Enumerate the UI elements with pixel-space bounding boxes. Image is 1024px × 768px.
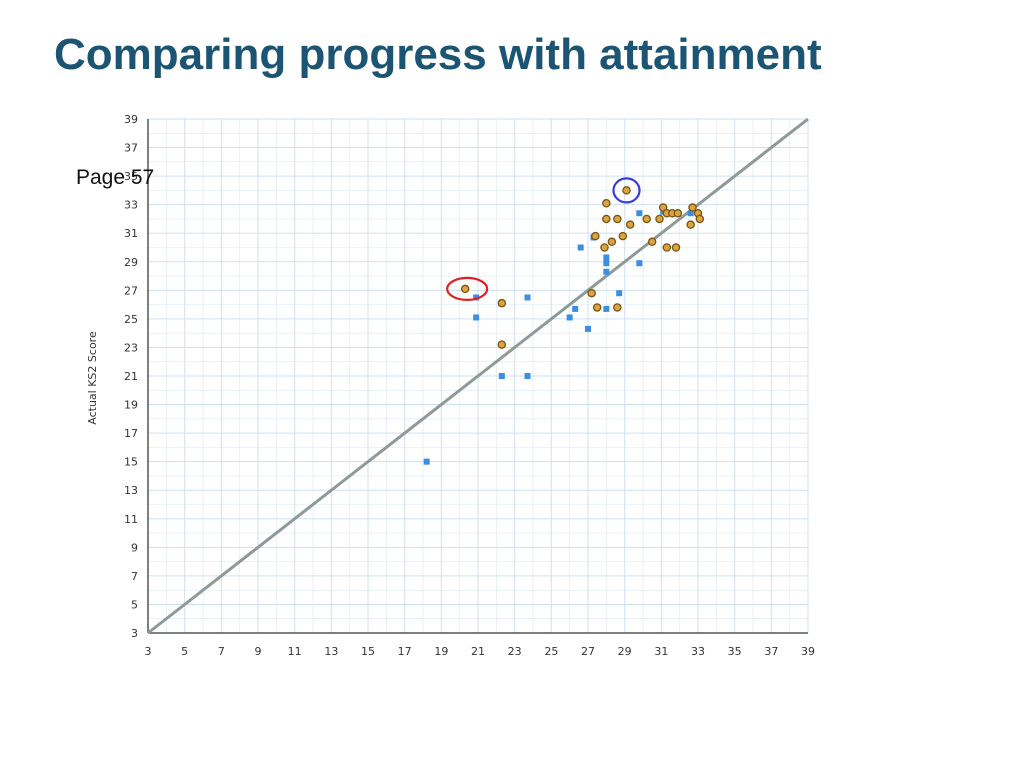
data-point-square	[524, 294, 531, 301]
y-tick-label: 29	[124, 256, 138, 269]
data-point-circle	[592, 303, 602, 312]
y-tick-label: 15	[124, 456, 138, 469]
chart-axes	[147, 119, 808, 634]
data-point-circle	[587, 288, 596, 298]
x-tick-label: 25	[544, 645, 558, 658]
x-tick-label: 3	[145, 645, 152, 658]
data-point-circle	[497, 340, 507, 349]
x-tick-label: 23	[508, 645, 522, 658]
data-point-square	[603, 254, 610, 261]
chart-grid	[147, 118, 809, 634]
data-point-circle	[602, 214, 611, 224]
x-tick-label: 9	[255, 645, 262, 658]
data-point-square	[603, 268, 610, 275]
x-tick-label: 15	[361, 645, 375, 658]
x-tick-label: 7	[218, 645, 225, 658]
y-tick-label: 31	[124, 227, 138, 240]
x-tick-label: 31	[654, 645, 668, 658]
data-point-circle	[613, 214, 622, 224]
data-point-circle	[688, 203, 697, 212]
y-axis-label: Actual KS2 Score	[86, 331, 99, 425]
y-tick-label: 33	[124, 199, 138, 212]
data-point-square	[636, 260, 643, 267]
x-tick-label: 37	[764, 645, 778, 658]
data-point-circle	[647, 237, 657, 247]
x-tick-label: 19	[434, 645, 448, 658]
y-tick-label: 11	[124, 513, 138, 526]
data-point-square	[473, 314, 480, 321]
data-point-square	[603, 260, 610, 267]
data-point-square	[566, 314, 573, 321]
y-tick-label: 19	[124, 399, 138, 412]
reference-diagonal-line	[147, 117, 809, 635]
data-point-circle	[613, 303, 622, 312]
y-tick-label: 3	[131, 627, 138, 640]
data-point-square	[687, 210, 694, 217]
y-tick-label: 27	[124, 284, 138, 297]
slide-title: Comparing progress with attainment	[54, 30, 822, 79]
data-point-circle	[642, 214, 651, 224]
y-tick-label: 37	[124, 142, 138, 155]
x-tick-label: 29	[618, 645, 632, 658]
data-point-square	[603, 305, 610, 312]
data-point-circle	[607, 237, 617, 247]
y-tick-label: 9	[131, 541, 138, 554]
data-point-square	[524, 373, 531, 379]
chart-points	[423, 186, 705, 465]
x-tick-label: 11	[288, 645, 302, 658]
x-tick-label: 21	[471, 645, 485, 658]
y-tick-label: 23	[124, 341, 138, 354]
data-point-square	[473, 294, 480, 301]
x-tick-label: 5	[181, 645, 188, 658]
y-tick-label: 21	[124, 370, 138, 383]
data-point-circle	[686, 220, 695, 229]
x-tick-label: 13	[324, 645, 338, 658]
data-point-circle	[655, 214, 664, 224]
x-tick-label: 33	[691, 645, 705, 658]
data-point-circle	[591, 231, 600, 241]
x-tick-label: 39	[801, 645, 815, 658]
y-tick-label: 5	[131, 598, 138, 611]
data-point-circle	[695, 214, 705, 224]
x-tick-label: 35	[728, 645, 742, 658]
page-label: Page 57	[76, 166, 155, 189]
chart-tick-labels: 3 5 7 9 11 13 15 17 19 21 23 25 27 29 31 33 35 37 39357911…	[124, 113, 815, 658]
data-point-square	[577, 244, 584, 251]
data-point-circle	[460, 284, 470, 294]
chart-highlights	[446, 177, 641, 302]
data-point-square	[636, 210, 643, 217]
y-tick-label: 25	[124, 313, 138, 326]
data-point-circle	[673, 208, 683, 218]
data-point-circle	[622, 186, 631, 195]
y-tick-label: 13	[124, 484, 138, 497]
x-tick-label: 27	[581, 645, 595, 658]
data-point-circle	[600, 243, 609, 252]
data-point-square	[616, 290, 623, 297]
y-tick-label: 7	[131, 570, 138, 583]
y-tick-label: 35	[124, 170, 138, 183]
data-point-circle	[497, 298, 507, 308]
data-point-circle	[625, 220, 635, 229]
data-point-square	[572, 305, 579, 312]
data-point-circle	[602, 198, 611, 208]
highlight-circle-red	[446, 276, 489, 302]
data-point-square	[498, 373, 505, 379]
y-tick-label: 17	[124, 427, 138, 440]
x-tick-label: 17	[398, 645, 412, 658]
y-tick-label: 39	[124, 113, 138, 126]
highlight-circle-blue	[612, 177, 641, 204]
data-point-square	[423, 458, 430, 465]
data-point-circle	[662, 243, 672, 252]
data-point-circle	[618, 231, 628, 241]
data-point-square	[585, 325, 591, 332]
data-point-circle	[671, 243, 681, 252]
